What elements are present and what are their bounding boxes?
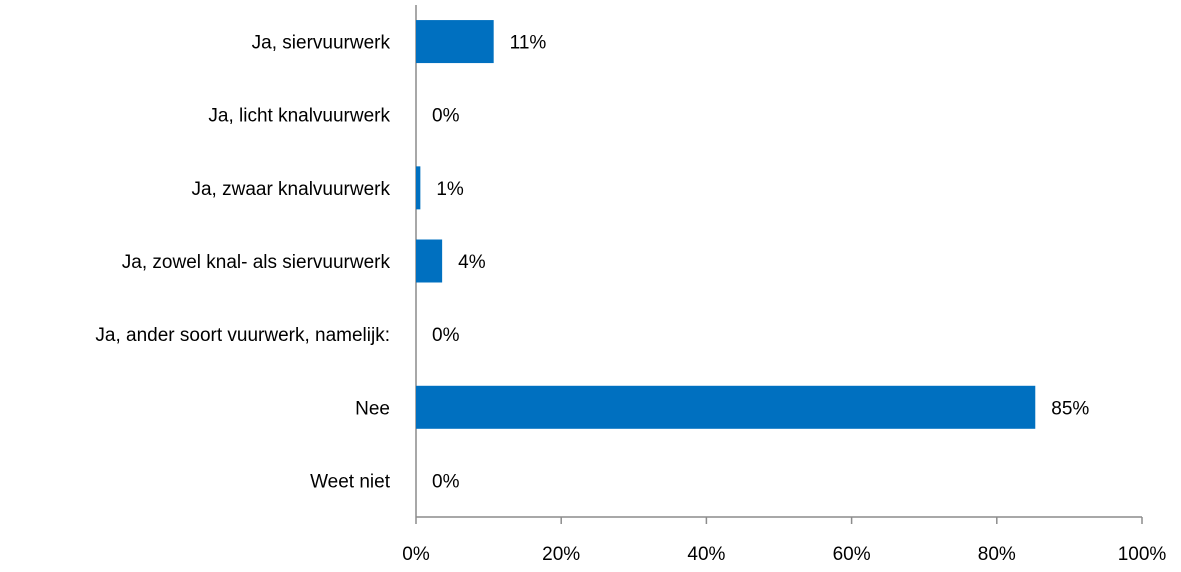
y-tick-label: Nee [355, 398, 390, 419]
data-label: 0% [432, 471, 460, 492]
bar [416, 20, 494, 64]
y-tick-label: Ja, zowel knal- als siervuurwerk [122, 252, 391, 273]
y-tick-label: Ja, licht knalvuurwerk [208, 106, 390, 127]
bar [416, 239, 443, 283]
data-label: 1% [436, 179, 464, 200]
x-tick-label: 20% [542, 544, 580, 565]
bar [416, 166, 421, 210]
data-label: 11% [510, 33, 547, 54]
bar [416, 385, 1036, 429]
x-tick-label: 80% [978, 544, 1016, 565]
y-tick-label: Weet niet [310, 471, 391, 492]
y-tick-label: Ja, zwaar knalvuurwerk [191, 179, 390, 200]
x-tick-label: 0% [402, 544, 430, 565]
x-tick-label: 40% [687, 544, 725, 565]
data-label: 0% [432, 106, 460, 127]
y-tick-label: Ja, ander soort vuurwerk, namelijk: [95, 325, 390, 346]
data-label: 4% [458, 252, 486, 273]
y-tick-label: Ja, siervuurwerk [252, 33, 391, 54]
x-tick-label: 100% [1118, 544, 1167, 565]
x-tick-label: 60% [833, 544, 871, 565]
data-label: 0% [432, 325, 460, 346]
data-label: 85% [1051, 398, 1089, 419]
